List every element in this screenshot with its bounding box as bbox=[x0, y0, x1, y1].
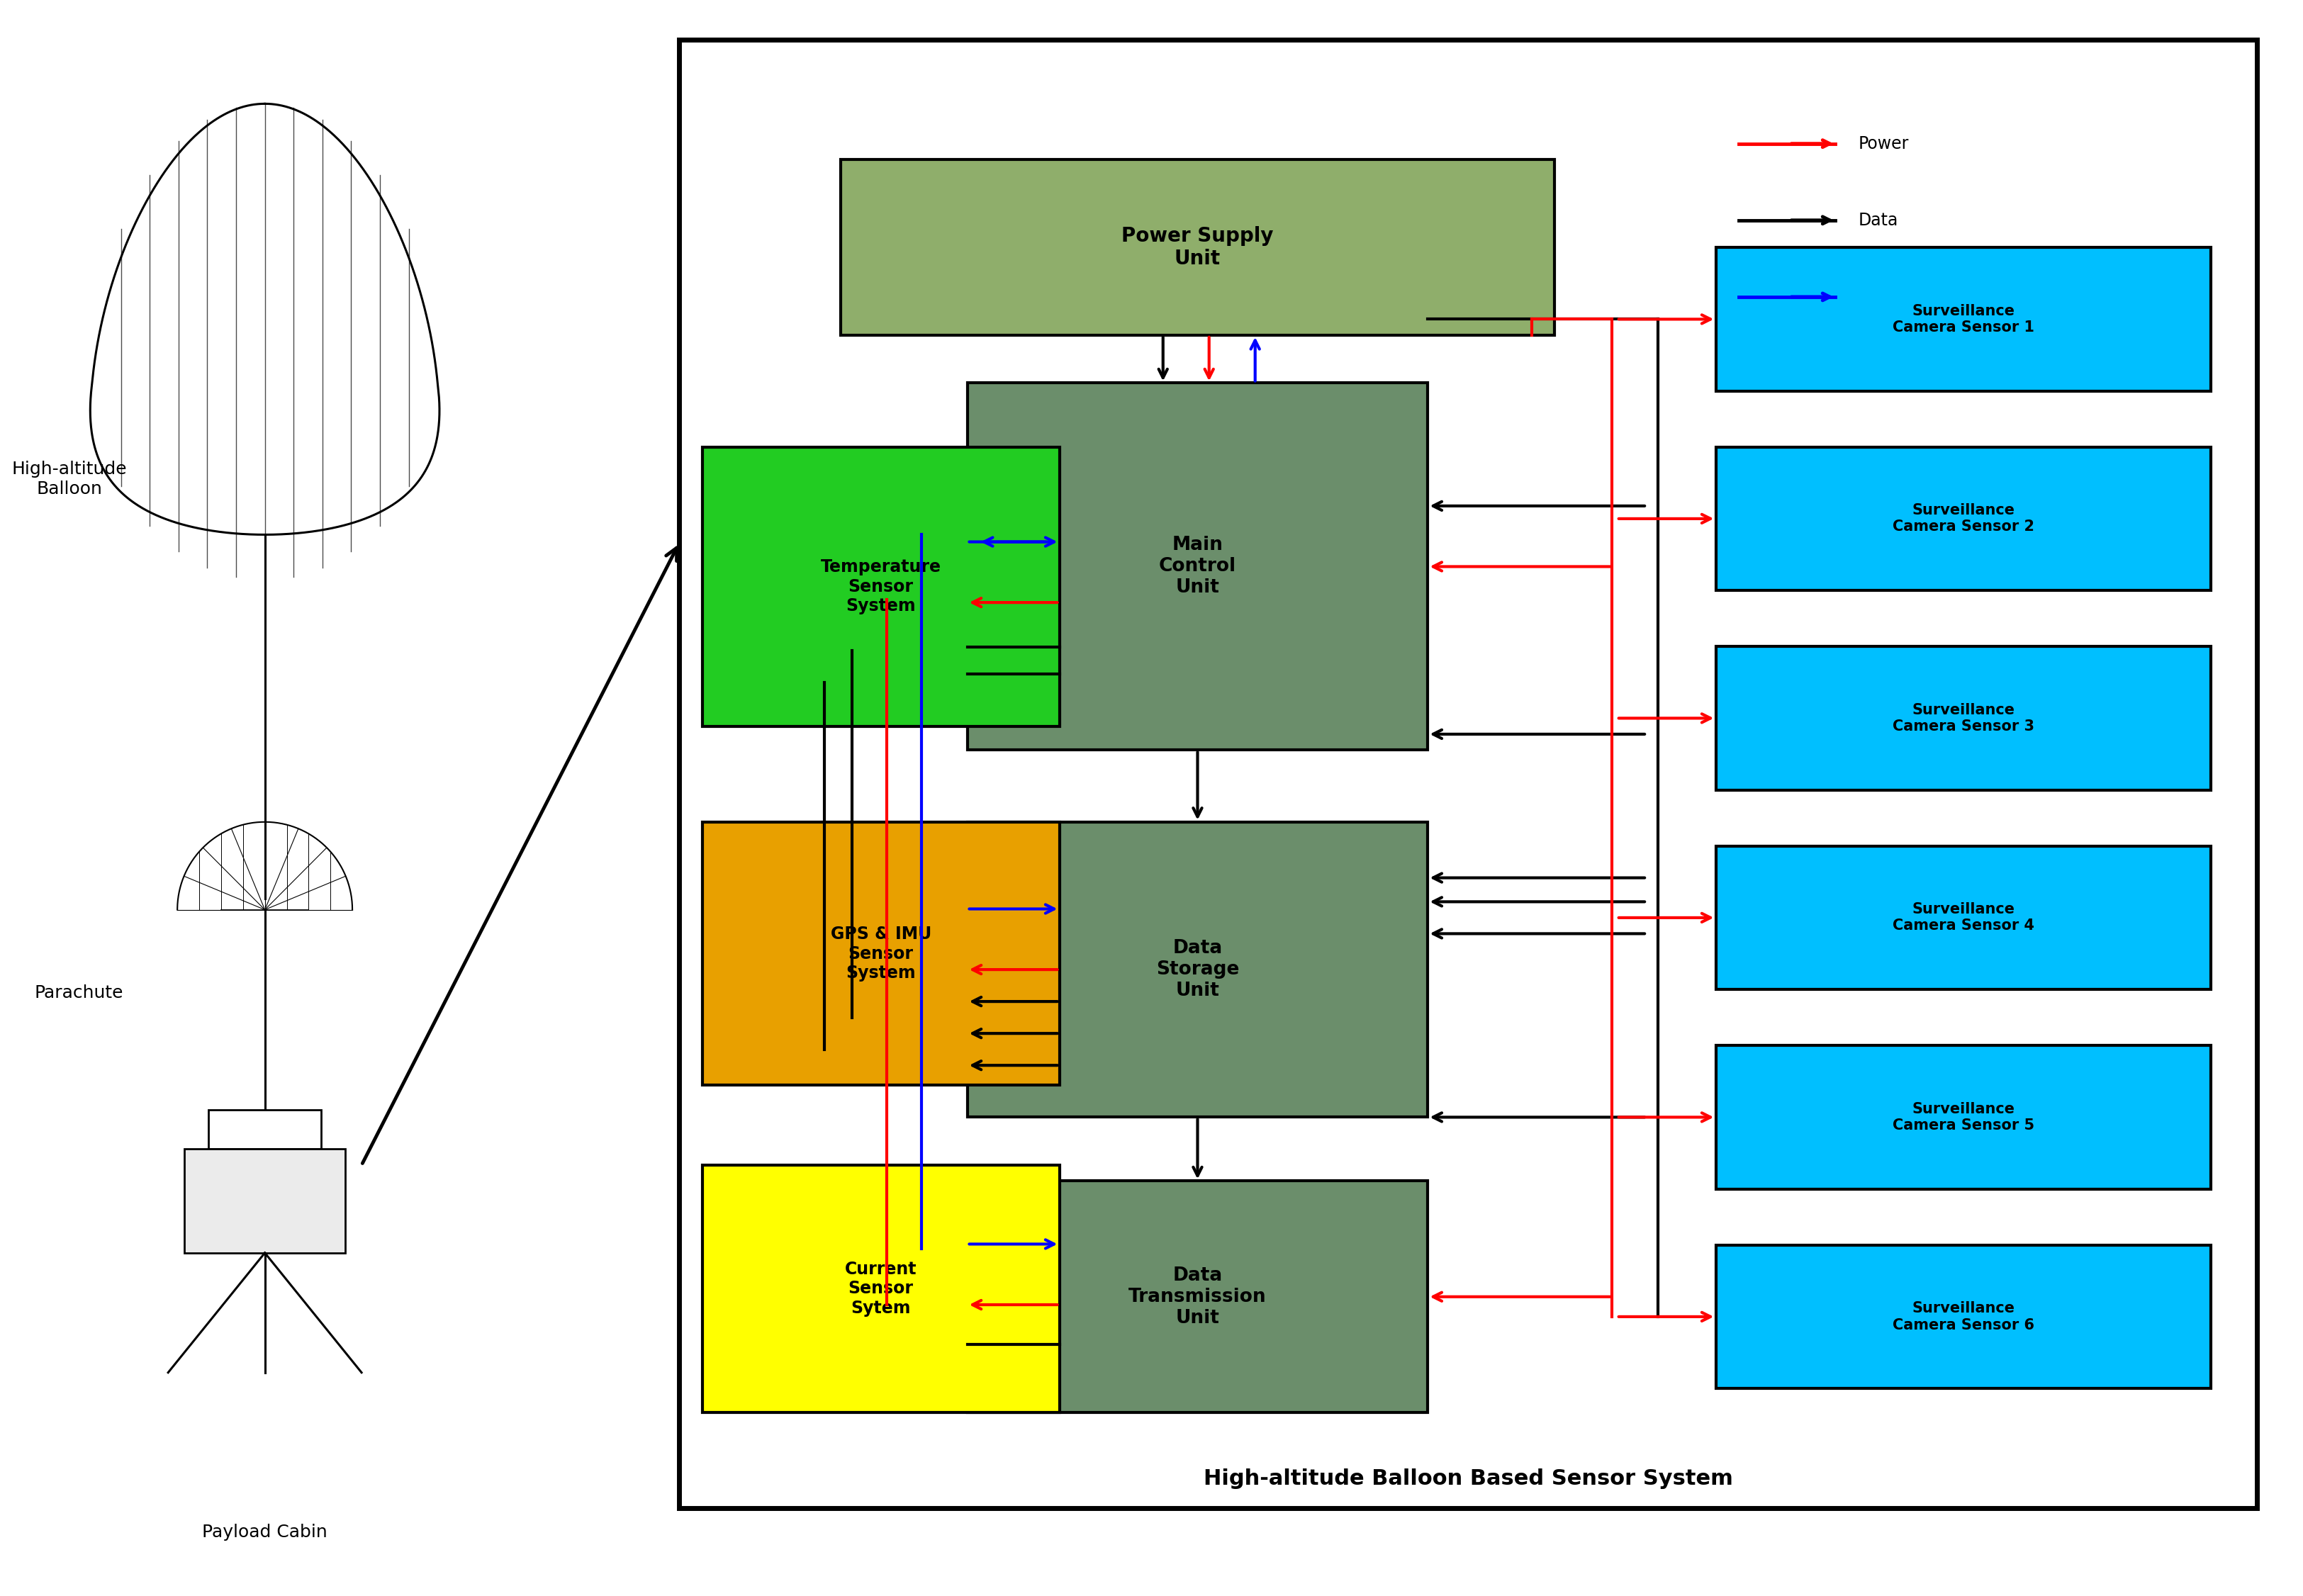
Text: Surveillance
Camera Sensor 2: Surveillance Camera Sensor 2 bbox=[1893, 503, 2034, 535]
Text: Control: Control bbox=[1859, 289, 1918, 305]
FancyBboxPatch shape bbox=[702, 822, 1059, 1085]
Text: Surveillance
Camera Sensor 3: Surveillance Camera Sensor 3 bbox=[1893, 702, 2034, 734]
Text: GPS & IMU
Sensor
System: GPS & IMU Sensor System bbox=[831, 926, 930, 982]
FancyBboxPatch shape bbox=[1716, 247, 2211, 391]
Text: Data
Transmission
Unit: Data Transmission Unit bbox=[1128, 1266, 1267, 1328]
FancyBboxPatch shape bbox=[184, 1149, 345, 1253]
FancyBboxPatch shape bbox=[1716, 1245, 2211, 1389]
Text: High-altitude
Balloon: High-altitude Balloon bbox=[12, 460, 127, 498]
Text: Surveillance
Camera Sensor 6: Surveillance Camera Sensor 6 bbox=[1893, 1301, 2034, 1333]
Text: Data: Data bbox=[1859, 212, 1898, 228]
Text: High-altitude Balloon Based Sensor System: High-altitude Balloon Based Sensor Syste… bbox=[1204, 1468, 1732, 1489]
FancyBboxPatch shape bbox=[702, 1165, 1059, 1412]
FancyBboxPatch shape bbox=[967, 1181, 1428, 1412]
Text: Data
Storage
Unit: Data Storage Unit bbox=[1156, 938, 1239, 1001]
Text: Temperature
Sensor
System: Temperature Sensor System bbox=[820, 559, 942, 614]
Text: Surveillance
Camera Sensor 1: Surveillance Camera Sensor 1 bbox=[1893, 303, 2034, 335]
Text: Power: Power bbox=[1859, 136, 1909, 152]
FancyBboxPatch shape bbox=[967, 383, 1428, 750]
FancyBboxPatch shape bbox=[1716, 846, 2211, 990]
FancyBboxPatch shape bbox=[1716, 646, 2211, 790]
FancyBboxPatch shape bbox=[1716, 447, 2211, 591]
Text: Surveillance
Camera Sensor 4: Surveillance Camera Sensor 4 bbox=[1893, 902, 2034, 934]
FancyBboxPatch shape bbox=[967, 822, 1428, 1117]
Text: Payload Cabin: Payload Cabin bbox=[203, 1524, 327, 1540]
FancyBboxPatch shape bbox=[679, 40, 2257, 1508]
Text: Surveillance
Camera Sensor 5: Surveillance Camera Sensor 5 bbox=[1893, 1101, 2034, 1133]
Text: Main
Control
Unit: Main Control Unit bbox=[1158, 536, 1237, 597]
Text: Power Supply
Unit: Power Supply Unit bbox=[1122, 227, 1274, 268]
Text: Current
Sensor
Sytem: Current Sensor Sytem bbox=[845, 1261, 917, 1317]
FancyBboxPatch shape bbox=[1716, 1045, 2211, 1189]
FancyBboxPatch shape bbox=[207, 1109, 322, 1149]
FancyBboxPatch shape bbox=[702, 447, 1059, 726]
FancyBboxPatch shape bbox=[841, 160, 1555, 335]
Text: Parachute: Parachute bbox=[35, 985, 124, 1001]
